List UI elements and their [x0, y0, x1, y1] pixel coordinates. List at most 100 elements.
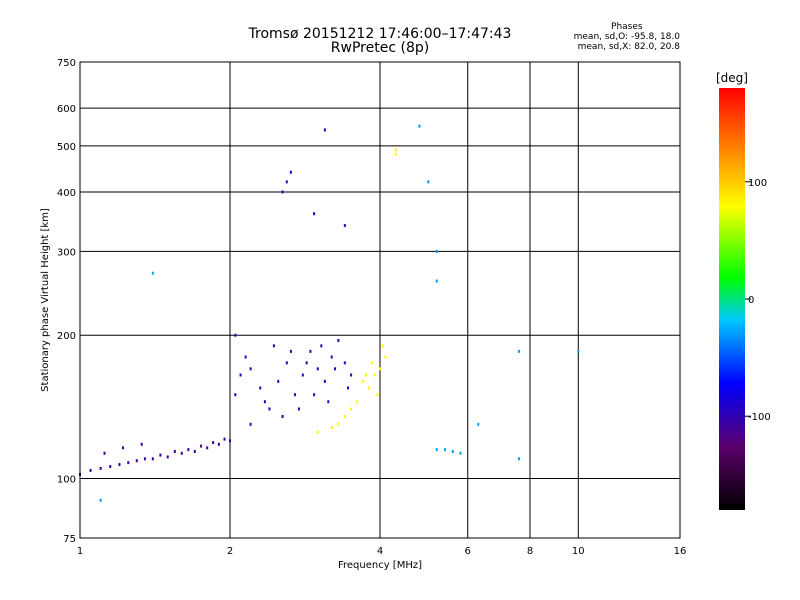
data-point	[356, 400, 359, 404]
data-point	[193, 449, 196, 453]
data-point	[187, 448, 190, 452]
data-point	[316, 367, 319, 371]
data-point	[109, 464, 112, 468]
data-point	[346, 386, 349, 390]
data-point	[234, 393, 237, 397]
data-point	[99, 466, 102, 470]
y-tick-label: 750	[57, 58, 76, 69]
y-tick-label: 75	[63, 534, 76, 545]
y-tick-label: 300	[57, 247, 76, 258]
data-point	[166, 455, 169, 459]
data-point	[229, 439, 231, 443]
grid-lines	[79, 61, 681, 539]
data-point	[281, 190, 284, 194]
data-point	[362, 379, 365, 383]
data-point	[244, 355, 247, 359]
x-tick-label: 16	[674, 546, 687, 557]
data-point	[249, 367, 252, 371]
data-point	[320, 344, 323, 348]
x-axis-label: Frequency [MHz]	[338, 560, 422, 571]
data-point	[370, 361, 373, 365]
data-point	[285, 180, 288, 184]
colorbar	[719, 88, 745, 510]
data-point	[301, 373, 304, 377]
phase-stats-heading: Phases	[611, 22, 643, 32]
data-point	[249, 422, 252, 426]
data-point	[435, 249, 438, 253]
x-tick-label: 6	[465, 546, 471, 557]
data-point	[140, 442, 143, 446]
data-point	[350, 373, 353, 377]
data-point	[200, 444, 203, 448]
data-point	[343, 414, 346, 418]
data-point	[206, 446, 209, 450]
data-point	[217, 442, 220, 446]
data-point	[212, 441, 215, 445]
data-point	[379, 367, 381, 371]
y-tick-label: 400	[57, 188, 76, 199]
data-point	[272, 344, 275, 348]
data-point	[305, 361, 308, 365]
data-point	[330, 355, 333, 359]
x-axis: 1 2 4 6 8 10 16	[77, 546, 687, 557]
x-tick-label: 8	[527, 546, 533, 557]
chart-subtitle: RwPretec (8p)	[330, 40, 430, 56]
data-point	[268, 407, 271, 411]
data-point	[234, 333, 237, 337]
data-point	[159, 453, 162, 457]
data-point	[337, 338, 340, 342]
data-point	[365, 373, 368, 377]
data-point	[151, 457, 154, 461]
data-point	[443, 448, 446, 452]
data-point	[89, 468, 92, 472]
y-axis: 75 100 200 300 400 500 600 750	[57, 58, 76, 545]
data-point	[350, 407, 353, 411]
x-tick-label: 1	[77, 546, 83, 557]
data-point	[99, 498, 102, 502]
data-point	[477, 422, 480, 426]
data-point	[367, 386, 370, 390]
data-point	[343, 224, 346, 228]
chart-title: Tromsø 20151212 17:46:00–17:47:43	[248, 26, 512, 42]
data-point	[316, 430, 319, 434]
data-point	[418, 124, 421, 128]
data-point	[323, 379, 326, 383]
data-point	[343, 361, 346, 365]
data-point	[330, 425, 333, 429]
data-point	[289, 349, 292, 353]
data-point	[127, 461, 130, 465]
y-tick-label: 100	[57, 475, 76, 486]
phase-stats-o: mean, sd,O: -95.8, 18.0	[573, 32, 680, 42]
data-point	[384, 355, 387, 359]
data-point	[327, 400, 330, 404]
x-tick-label: 4	[377, 546, 383, 557]
data-point	[151, 271, 154, 275]
data-point	[394, 148, 397, 152]
data-point	[281, 414, 284, 418]
y-tick-label: 600	[57, 104, 76, 115]
data-point	[285, 361, 288, 365]
y-axis-label: Stationary phase Virtual Height [km]	[40, 208, 51, 392]
data-point	[373, 373, 376, 377]
data-point	[427, 180, 430, 184]
data-point	[313, 212, 316, 216]
data-point	[381, 344, 384, 348]
data-point	[517, 349, 520, 353]
colorbar-ticks: 100 0 -100	[745, 178, 771, 423]
data-point	[337, 422, 340, 426]
data-point	[313, 393, 316, 397]
data-point	[376, 393, 379, 397]
data-point	[180, 451, 183, 455]
data-point	[223, 437, 226, 441]
y-tick-label: 500	[57, 142, 76, 153]
colorbar-tick-label: -100	[748, 412, 771, 423]
data-points	[79, 124, 580, 502]
data-point	[435, 448, 438, 452]
data-point	[122, 446, 125, 450]
data-point	[118, 463, 121, 467]
data-point	[173, 449, 176, 453]
colorbar-unit: [deg]	[716, 71, 748, 85]
phase-stats: Phases mean, sd,O: -95.8, 18.0 mean, sd,…	[574, 22, 680, 52]
